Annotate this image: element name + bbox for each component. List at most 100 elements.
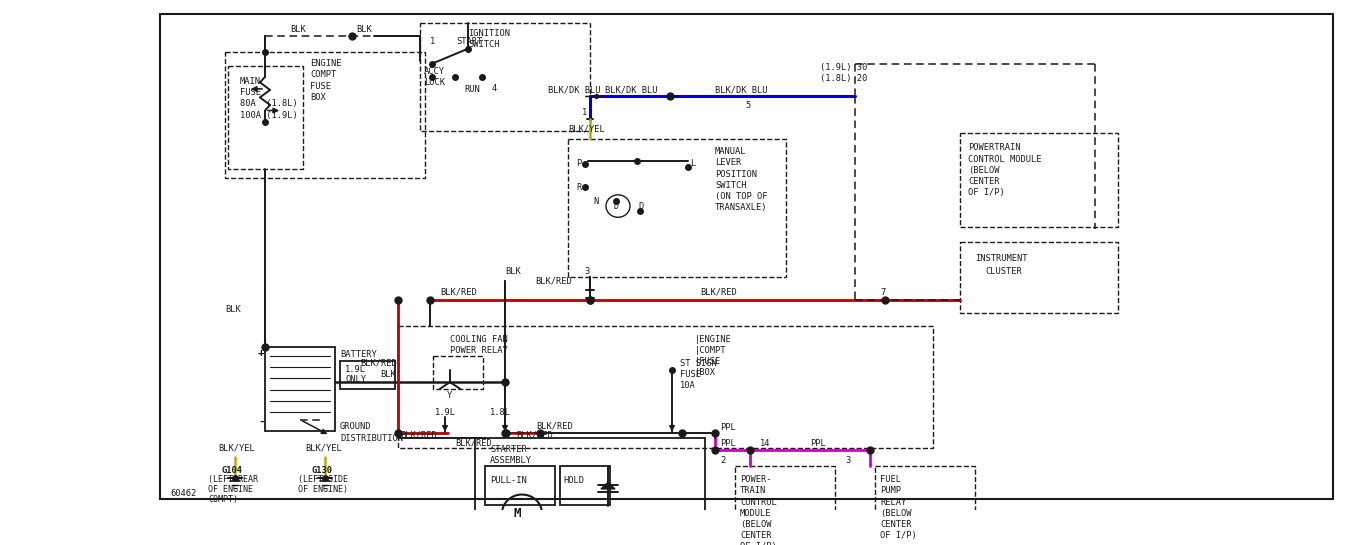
- Text: N: N: [594, 197, 598, 206]
- Text: (1.9L) 30: (1.9L) 30: [820, 63, 867, 72]
- Bar: [485, 465, 555, 505]
- Text: |FUSE: |FUSE: [695, 357, 721, 366]
- Text: M: M: [514, 507, 521, 520]
- Text: 14: 14: [760, 439, 770, 447]
- Text: 7: 7: [880, 288, 886, 296]
- Text: BATTERY: BATTERY: [341, 349, 377, 359]
- Text: (LEFT REAR: (LEFT REAR: [209, 475, 258, 484]
- Text: G104: G104: [222, 465, 244, 475]
- Text: CENTER: CENTER: [968, 177, 1000, 186]
- Text: CENTER: CENTER: [880, 520, 911, 529]
- Text: BLK/RED: BLK/RED: [700, 288, 736, 296]
- Text: 60462: 60462: [170, 489, 197, 498]
- Text: POSITION: POSITION: [715, 169, 756, 179]
- Text: PPL: PPL: [720, 439, 736, 447]
- Text: 4: 4: [493, 84, 497, 94]
- Text: BLK/YEL: BLK/YEL: [218, 443, 254, 452]
- Bar: [160, 14, 1333, 499]
- Bar: [225, 52, 425, 178]
- Text: 3: 3: [845, 456, 851, 465]
- Text: 1: 1: [429, 37, 435, 46]
- Text: TRAIN: TRAIN: [740, 486, 766, 495]
- Text: (BELOW: (BELOW: [880, 509, 911, 518]
- Bar: [568, 138, 786, 277]
- Text: 3: 3: [584, 267, 590, 276]
- Text: OF I/P): OF I/P): [880, 531, 917, 540]
- Text: FUSE: FUSE: [680, 370, 701, 379]
- Text: FUEL: FUEL: [880, 475, 900, 484]
- Bar: [341, 361, 394, 389]
- Text: BLK: BLK: [355, 25, 371, 34]
- Text: 2: 2: [720, 456, 725, 465]
- Text: BLK: BLK: [505, 267, 521, 276]
- Text: BLK: BLK: [380, 370, 396, 379]
- Text: HOLD: HOLD: [563, 476, 584, 485]
- Text: CONTROL: CONTROL: [740, 498, 777, 506]
- Text: SWITCH: SWITCH: [715, 181, 747, 190]
- Text: 1.9L: 1.9L: [345, 366, 366, 374]
- Text: 80A  (1.8L): 80A (1.8L): [240, 100, 297, 108]
- Text: ACCY: ACCY: [424, 66, 446, 76]
- Bar: [398, 326, 933, 447]
- Polygon shape: [602, 482, 615, 489]
- Text: POWERTRAIN: POWERTRAIN: [968, 143, 1020, 153]
- Text: FUSE: FUSE: [310, 82, 331, 90]
- Text: 1.8L: 1.8L: [490, 408, 511, 416]
- Text: MAIN: MAIN: [240, 77, 261, 86]
- Text: OF ENGINE): OF ENGINE): [297, 486, 349, 494]
- Text: BLK/DK BLU: BLK/DK BLU: [604, 86, 657, 94]
- Text: CLUSTER: CLUSTER: [985, 267, 1022, 276]
- Text: |COMPT: |COMPT: [695, 346, 727, 355]
- Bar: [735, 465, 835, 545]
- Text: 100A (1.9L): 100A (1.9L): [240, 111, 297, 120]
- Text: POWER RELAY: POWER RELAY: [450, 346, 507, 355]
- Text: (BELOW: (BELOW: [968, 166, 1000, 175]
- Text: PPL: PPL: [810, 439, 825, 447]
- Text: TRANSAXLE): TRANSAXLE): [715, 203, 767, 213]
- Text: BLK/RED: BLK/RED: [440, 288, 476, 296]
- Text: COMPT): COMPT): [209, 495, 238, 504]
- Bar: [420, 23, 590, 131]
- Text: LOCK: LOCK: [424, 78, 446, 87]
- Text: (LEFT SIDE: (LEFT SIDE: [297, 475, 349, 484]
- Text: OF I/P): OF I/P): [740, 542, 777, 545]
- Text: ASSEMBLY: ASSEMBLY: [490, 456, 532, 465]
- Text: DISTRIBUTION: DISTRIBUTION: [341, 434, 402, 443]
- Text: RUN: RUN: [464, 86, 479, 94]
- Text: STARTER: STARTER: [490, 445, 526, 454]
- Text: ST SIGN: ST SIGN: [680, 359, 717, 368]
- Text: PULL-IN: PULL-IN: [490, 476, 526, 485]
- Text: POWER-: POWER-: [740, 475, 771, 484]
- Text: RELAY: RELAY: [880, 498, 906, 506]
- Text: FUSE: FUSE: [240, 88, 261, 97]
- Text: BLK: BLK: [225, 305, 241, 313]
- Text: (ON TOP OF: (ON TOP OF: [715, 192, 767, 201]
- Text: 5: 5: [744, 101, 750, 110]
- Text: CONTROL MODULE: CONTROL MODULE: [968, 155, 1042, 163]
- Text: IGNITION: IGNITION: [468, 29, 510, 38]
- Text: BLK/RED: BLK/RED: [359, 359, 397, 368]
- Text: COMPT: COMPT: [310, 70, 336, 80]
- Text: BLK: BLK: [289, 25, 306, 34]
- Text: OF ENGINE: OF ENGINE: [209, 486, 253, 494]
- Text: BLK/RED: BLK/RED: [536, 422, 573, 431]
- Text: -: -: [258, 416, 265, 427]
- Text: BLK/RED: BLK/RED: [455, 439, 491, 447]
- Bar: [227, 65, 303, 168]
- Text: BLK/DK BLU: BLK/DK BLU: [715, 86, 767, 94]
- Bar: [560, 465, 610, 505]
- Bar: [475, 438, 705, 545]
- Text: BLK/RED: BLK/RED: [400, 430, 436, 439]
- Text: BOX: BOX: [310, 93, 326, 102]
- Text: P: P: [576, 159, 581, 168]
- Text: GROUND: GROUND: [341, 422, 371, 431]
- Text: INSTRUMENT: INSTRUMENT: [975, 254, 1027, 263]
- Text: START: START: [456, 37, 482, 46]
- Text: +: +: [258, 348, 265, 358]
- Text: 10A: 10A: [680, 382, 696, 390]
- Text: (BELOW: (BELOW: [740, 520, 771, 529]
- Text: L: L: [690, 159, 696, 168]
- Text: CENTER: CENTER: [740, 531, 771, 540]
- Text: G130: G130: [312, 465, 332, 475]
- Text: 1: 1: [581, 108, 587, 117]
